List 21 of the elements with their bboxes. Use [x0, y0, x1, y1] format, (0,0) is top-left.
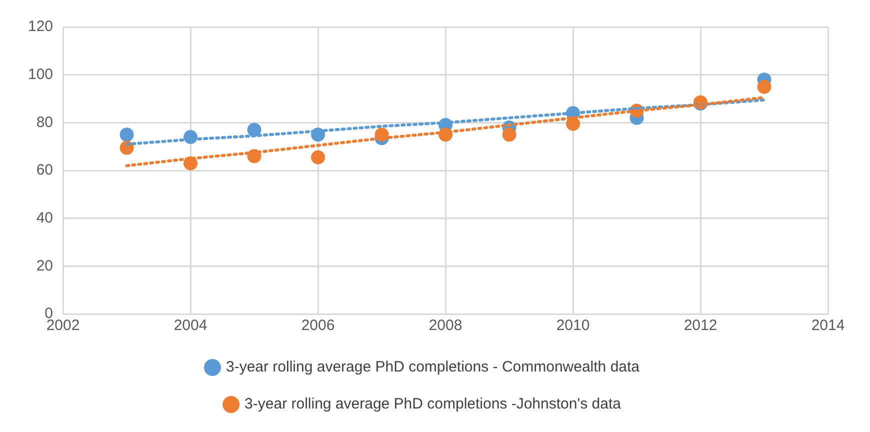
x-tick-label: 2004 — [174, 317, 208, 334]
y-tick-label: 100 — [28, 66, 54, 83]
x-tick-label: 2006 — [301, 317, 335, 334]
legend-label: 3-year rolling average PhD completions - Commonwealth data — [226, 358, 640, 376]
point — [566, 116, 580, 131]
point — [120, 140, 134, 155]
legend-label: 3-year rolling average PhD completions -Johnston's data — [244, 396, 622, 413]
point — [757, 80, 772, 94]
y-tick-label: 40 — [36, 209, 54, 226]
point — [502, 128, 516, 142]
y-tick-label: 120 — [28, 18, 54, 36]
x-tick-label: 2014 — [811, 317, 845, 334]
x-tick-label: 2010 — [556, 317, 590, 334]
y-tick-label: 20 — [36, 257, 54, 274]
point — [311, 150, 326, 164]
x-tick-label: 2012 — [684, 317, 718, 334]
point — [247, 122, 262, 137]
point — [120, 128, 134, 142]
y-tick-label: 80 — [36, 114, 54, 131]
y-tick-label: 60 — [36, 162, 54, 179]
x-tick-label: 2008 — [428, 317, 462, 334]
